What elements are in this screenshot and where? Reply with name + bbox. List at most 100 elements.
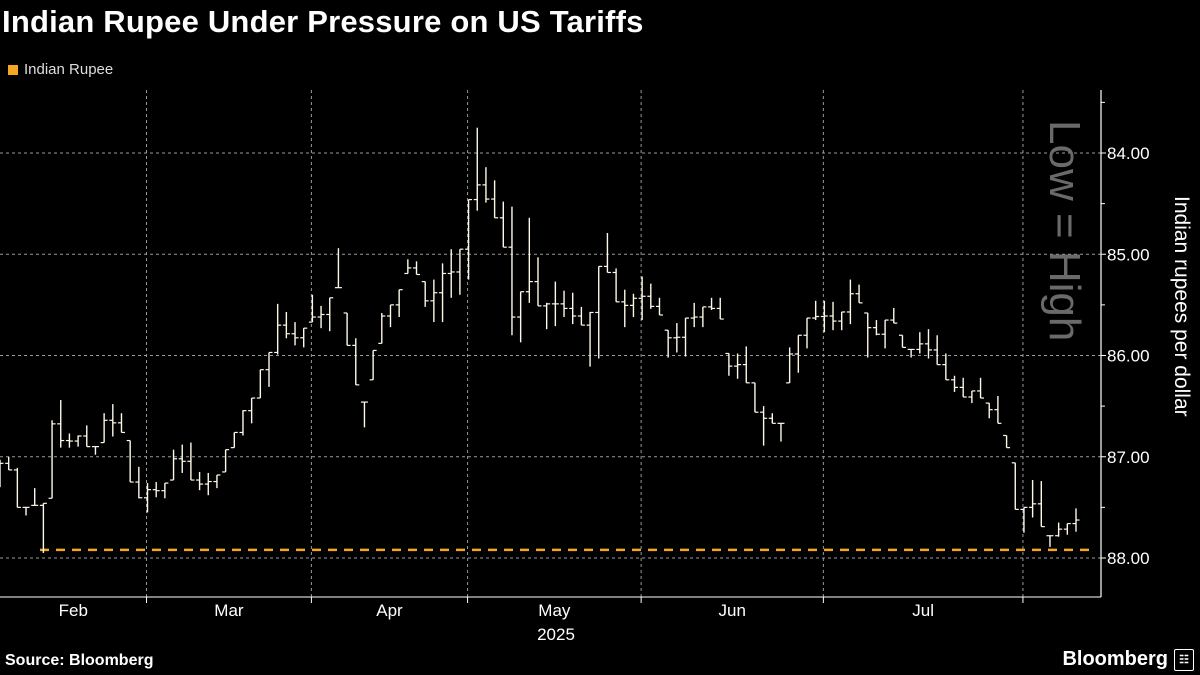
price-bar xyxy=(716,297,724,320)
price-bar xyxy=(673,323,681,353)
price-bar xyxy=(898,334,906,348)
price-bar xyxy=(144,483,152,513)
price-bar xyxy=(135,466,143,499)
price-bar xyxy=(846,279,854,325)
price-bar xyxy=(48,420,56,499)
price-bar xyxy=(499,201,507,248)
price-bar xyxy=(742,346,750,384)
price-bar xyxy=(924,329,932,359)
price-bar xyxy=(907,348,915,358)
inverted-axis-note: Low = High xyxy=(1040,120,1089,341)
price-bar xyxy=(378,312,386,344)
price-bar xyxy=(170,449,178,481)
price-bar xyxy=(508,206,516,336)
price-bar xyxy=(465,198,473,280)
price-bar xyxy=(586,311,594,367)
price-bar xyxy=(725,352,733,376)
price-bar xyxy=(951,375,959,392)
price-bar xyxy=(577,306,585,326)
price-bar xyxy=(803,317,811,349)
price-bar xyxy=(248,397,256,424)
price-bar xyxy=(386,304,394,328)
price-bar xyxy=(968,390,976,404)
price-bar xyxy=(751,382,759,413)
price-bar xyxy=(65,433,73,448)
y-tick-label: 86.00 xyxy=(1107,347,1150,366)
price-bar xyxy=(204,472,212,496)
price-bar xyxy=(786,347,794,384)
price-bar xyxy=(638,276,646,321)
price-bar xyxy=(274,303,282,355)
price-bar xyxy=(1029,480,1037,518)
price-bar xyxy=(855,284,863,304)
price-bar xyxy=(525,217,533,303)
price-bar xyxy=(439,263,447,323)
price-bar xyxy=(161,482,169,499)
price-bar xyxy=(291,322,299,346)
price-bar xyxy=(360,401,368,428)
price-bar xyxy=(664,329,672,358)
price-bar xyxy=(222,449,230,473)
price-bar xyxy=(256,369,264,399)
price-bar xyxy=(1063,522,1071,535)
legend-label: Indian Rupee xyxy=(24,61,114,78)
price-bar xyxy=(473,127,481,211)
price-bar xyxy=(916,332,924,354)
price-bar xyxy=(985,402,993,419)
price-bar xyxy=(404,259,412,275)
price-bar xyxy=(83,425,91,448)
price-bar xyxy=(612,268,620,303)
price-bar xyxy=(959,377,967,398)
price-bar xyxy=(300,327,308,348)
price-bar xyxy=(872,320,880,336)
price-bar xyxy=(820,300,828,333)
price-bar xyxy=(109,404,117,437)
brand-name: Bloomberg xyxy=(1062,648,1168,670)
price-bar xyxy=(699,306,707,328)
x-tick-label: Mar xyxy=(214,601,244,620)
price-bar xyxy=(812,300,820,321)
price-bar xyxy=(682,317,690,357)
y-axis-title: Indian rupees per dollar xyxy=(1170,196,1193,417)
price-bar xyxy=(647,283,655,309)
price-bar xyxy=(994,396,1002,424)
price-bar xyxy=(447,249,455,298)
price-bar xyxy=(430,279,438,323)
price-bar xyxy=(768,413,776,424)
price-bar xyxy=(152,482,160,498)
price-bar xyxy=(534,257,542,307)
price-bar xyxy=(100,413,108,444)
price-bar xyxy=(31,488,39,506)
price-bar xyxy=(838,311,846,331)
price-bar xyxy=(1046,535,1054,547)
price-bar xyxy=(317,305,325,329)
price-bar xyxy=(543,302,551,330)
price-bar xyxy=(265,351,273,387)
price-bar xyxy=(395,289,403,318)
price-bar xyxy=(57,400,65,448)
price-bar xyxy=(760,406,768,446)
price-bar xyxy=(942,353,950,381)
price-bar xyxy=(282,311,290,339)
price-bar xyxy=(1055,522,1063,537)
price-bar xyxy=(864,312,872,358)
price-bar xyxy=(829,301,837,331)
price-bar xyxy=(777,422,785,442)
legend: Indian Rupee xyxy=(8,61,113,78)
price-bar xyxy=(74,435,82,447)
price-bar xyxy=(5,456,13,471)
source-note: Source: Bloomberg xyxy=(5,652,154,669)
price-bar xyxy=(690,302,698,328)
price-bar xyxy=(196,471,204,491)
legend-swatch xyxy=(8,64,18,75)
price-bar xyxy=(239,410,247,436)
price-bar xyxy=(517,291,525,343)
price-bar xyxy=(421,280,429,307)
price-bar xyxy=(178,444,186,473)
price-bar xyxy=(881,319,889,349)
y-tick-label: 88.00 xyxy=(1107,549,1150,568)
price-bar xyxy=(126,439,134,483)
price-bar xyxy=(456,248,464,295)
price-bar xyxy=(1037,481,1045,528)
